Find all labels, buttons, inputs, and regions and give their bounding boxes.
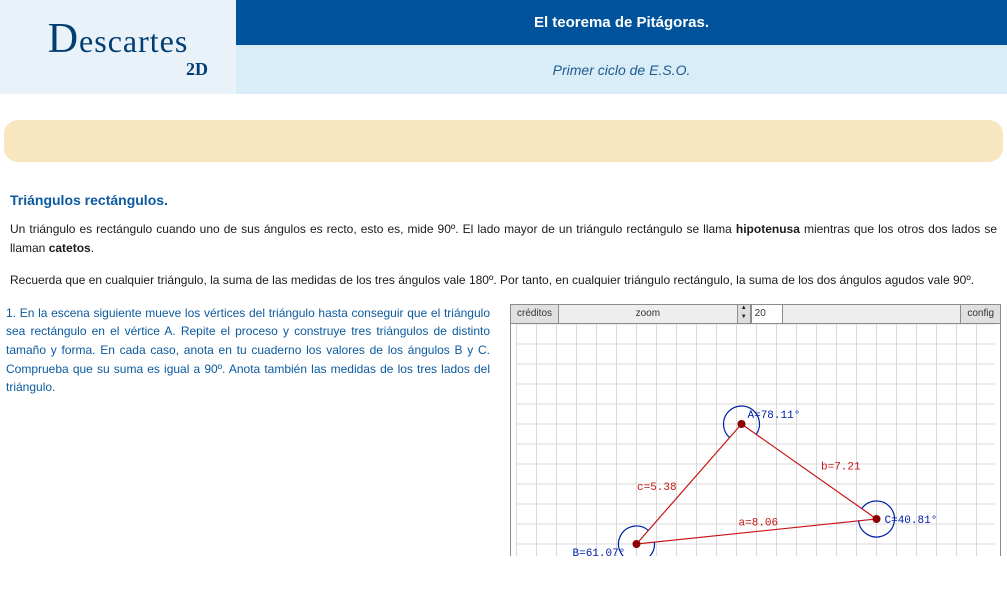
para1-pre: Un triángulo es rectángulo cuando uno de… [10, 222, 736, 236]
credits-button[interactable]: créditos [510, 304, 559, 324]
paragraph-2: Recuerda que en cualquier triángulo, la … [10, 271, 997, 290]
logo-text: Descartes [48, 15, 189, 63]
svg-text:C=40.81°: C=40.81° [885, 515, 938, 527]
decoration-bar [4, 120, 1003, 162]
activity-row: 1. En la escena siguiente mueve los vért… [6, 304, 1001, 556]
scene-canvas[interactable]: A=78.11° B=61.07° C=40.81° a=8.06 b=7.21 c=5.… [510, 324, 1001, 556]
svg-text:c=5.38: c=5.38 [637, 482, 677, 494]
zoom-spinner[interactable]: ▲ ▼ [737, 304, 751, 324]
svg-text:B=61.07°: B=61.07° [573, 548, 626, 556]
zoom-label: zoom [559, 304, 737, 324]
zoom-up-icon[interactable]: ▲ [738, 305, 750, 314]
header: Descartes 2D El teorema de Pitágoras. Pr… [0, 0, 1007, 94]
svg-text:b=7.21: b=7.21 [821, 461, 861, 473]
page-subtitle: Primer ciclo de E.S.O. [236, 45, 1007, 94]
logo: Descartes 2D [0, 0, 236, 94]
toolbar-spacer [783, 304, 961, 324]
section-heading: Triángulos rectángulos. [10, 192, 997, 208]
config-button[interactable]: config [960, 304, 1001, 324]
svg-text:A=78.11°: A=78.11° [748, 410, 801, 422]
interactive-scene: créditos zoom ▲ ▼ 20 config A=78.11° B=61… [510, 304, 1001, 556]
zoom-value[interactable]: 20 [751, 304, 783, 324]
paragraph-1: Un triángulo es rectángulo cuando uno de… [10, 220, 997, 257]
svg-text:a=8.06: a=8.06 [739, 517, 779, 529]
logo-subtext: 2D [186, 59, 208, 80]
page-title: El teorema de Pitágoras. [236, 0, 1007, 45]
triangle-svg[interactable]: A=78.11° B=61.07° C=40.81° a=8.06 b=7.21 c=5.… [511, 324, 1000, 556]
para1-bold2: catetos [49, 241, 91, 255]
scene-toolbar: créditos zoom ▲ ▼ 20 config [510, 304, 1001, 324]
para1-post: . [91, 241, 94, 255]
zoom-down-icon[interactable]: ▼ [738, 314, 750, 323]
title-block: El teorema de Pitágoras. Primer ciclo de… [236, 0, 1007, 94]
para1-bold1: hipotenusa [736, 222, 800, 236]
instruction-text: 1. En la escena siguiente mueve los vért… [6, 304, 496, 556]
